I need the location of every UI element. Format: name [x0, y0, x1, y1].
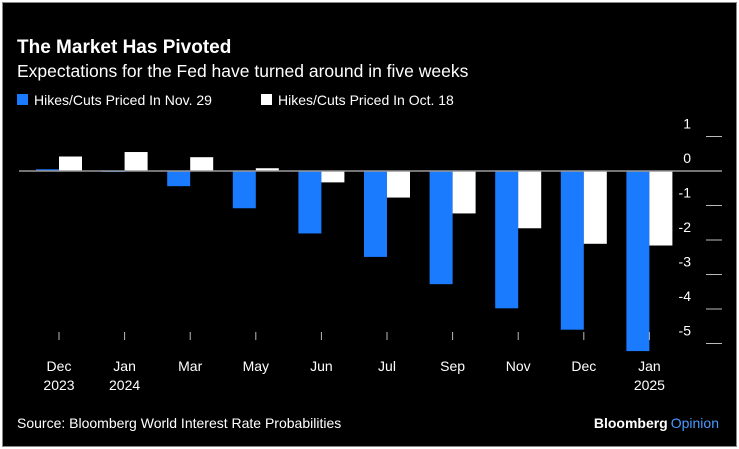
- bar-nov29: [36, 169, 59, 171]
- y-tick-label: -5: [679, 323, 692, 339]
- bar-nov29: [167, 171, 191, 187]
- bar-oct18: [255, 168, 279, 171]
- y-tick-label: 0: [683, 150, 691, 166]
- legend-swatch-oct18: [261, 94, 272, 105]
- legend-label-nov29: Hikes/Cuts Priced In Nov. 29: [34, 92, 212, 108]
- bar-oct18: [124, 152, 148, 171]
- bar-nov29: [495, 171, 519, 309]
- x-tick-label: Jan: [113, 358, 136, 374]
- x-tick-label-year: 2024: [109, 377, 140, 393]
- bar-nov29: [232, 171, 256, 209]
- source-note: Source: Bloomberg World Interest Rate Pr…: [17, 415, 341, 431]
- bar-nov29: [626, 171, 650, 352]
- x-tick-label: Jul: [378, 358, 396, 374]
- legend-label-oct18: Hikes/Cuts Priced In Oct. 18: [278, 92, 454, 108]
- bar-oct18: [387, 171, 410, 198]
- x-tick-label-year: 2023: [43, 377, 74, 393]
- bar-nov29: [364, 171, 387, 257]
- y-tick-label: -2: [679, 219, 692, 235]
- y-tick-label: -1: [679, 185, 692, 201]
- bar-oct18: [452, 171, 476, 214]
- bar-nov29: [560, 171, 584, 330]
- bar-oct18: [190, 157, 214, 171]
- brand-logo: Bloomberg Opinion: [594, 415, 719, 431]
- x-tick-label: Dec: [47, 358, 72, 374]
- x-tick-label: Nov: [506, 358, 531, 374]
- y-tick-label: 1: [683, 116, 691, 132]
- bar-oct18: [321, 171, 345, 183]
- x-tick-label-year: 2025: [634, 377, 665, 393]
- y-tick-label: -3: [679, 254, 692, 270]
- x-tick-label: Dec: [571, 358, 596, 374]
- x-tick-label: Jan: [638, 358, 661, 374]
- bar-nov29: [298, 171, 322, 234]
- bar-oct18: [649, 171, 673, 246]
- chart-subtitle: Expectations for the Fed have turned aro…: [17, 61, 469, 81]
- x-tick-label: Jun: [310, 358, 333, 374]
- x-tick-label: Mar: [178, 358, 202, 374]
- bar-oct18: [59, 156, 82, 171]
- chart: The Market Has Pivoted Expectations for …: [17, 37, 722, 431]
- x-tick-label: May: [243, 358, 269, 374]
- chart-title: The Market Has Pivoted: [17, 37, 231, 58]
- bar-oct18: [518, 171, 542, 229]
- y-tick-label: -4: [679, 288, 692, 304]
- x-tick-label: Sep: [440, 358, 465, 374]
- bar-oct18: [583, 171, 607, 244]
- bar-nov29: [429, 171, 453, 285]
- legend-swatch-nov29: [17, 94, 28, 105]
